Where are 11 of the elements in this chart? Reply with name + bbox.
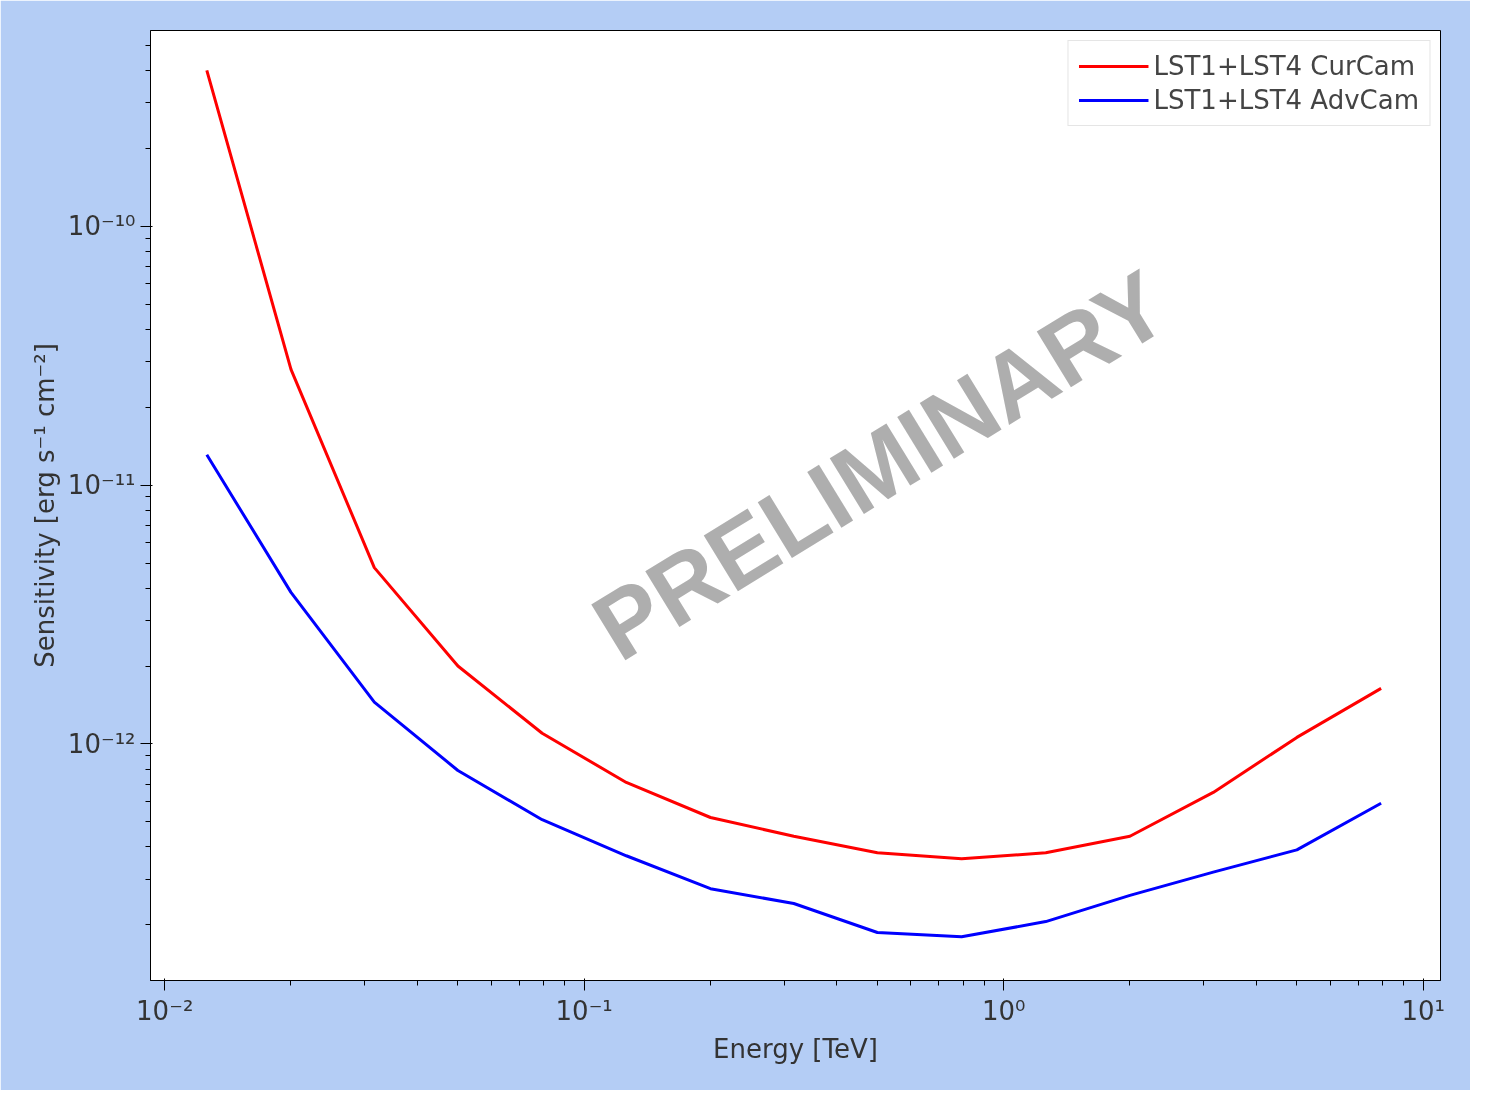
- x-tick-label: 10⁰: [981, 995, 1026, 1026]
- legend-label: LST1+LST4 CurCam: [1153, 51, 1416, 81]
- y-axis-title: Sensitivity [erg s⁻¹ cm⁻²]: [29, 343, 60, 668]
- y-tick-label: 10⁻¹²: [67, 728, 136, 759]
- legend-label: LST1+LST4 AdvCam: [1153, 85, 1419, 115]
- x-axis-title: Energy [TeV]: [713, 1033, 878, 1064]
- y-tick-label: 10⁻¹¹: [67, 470, 136, 501]
- x-tick-label: 10⁻²: [136, 995, 194, 1026]
- y-tick-label: 10⁻¹⁰: [67, 211, 136, 242]
- x-tick-label: 10⁻¹: [555, 995, 613, 1026]
- x-tick-label: 10¹: [1401, 995, 1445, 1026]
